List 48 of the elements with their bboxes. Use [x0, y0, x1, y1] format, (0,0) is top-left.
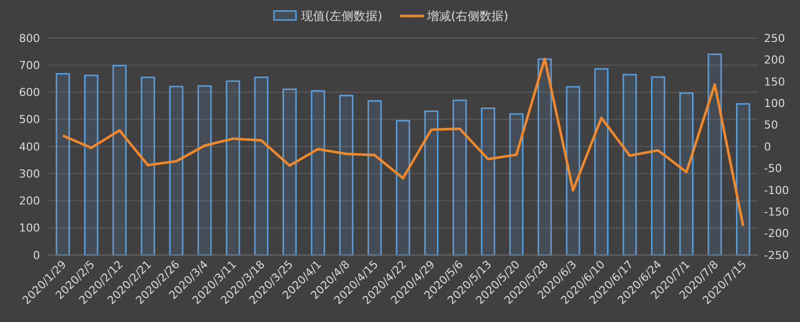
bar	[650, 76, 666, 256]
y-tick-label: 800	[19, 32, 40, 45]
y-tick-label: 400	[19, 140, 40, 154]
legend-label: 现值(左侧数据)	[301, 9, 382, 24]
bar	[538, 58, 552, 256]
y2-tick-label: -100	[764, 184, 789, 197]
y-tick-label: 500	[19, 113, 40, 126]
bar	[509, 113, 524, 256]
y-tick-label: 300	[19, 167, 40, 180]
y-tick-label: 700	[19, 58, 40, 72]
y2-tick-label: -150	[764, 205, 789, 218]
bar	[452, 100, 467, 256]
y2-tick-label: 200	[764, 54, 785, 67]
y2-tick-label: 50	[764, 118, 778, 132]
y2-tick-label: -50	[764, 162, 782, 176]
bar	[368, 100, 382, 256]
y2-tick-label: -200	[764, 227, 789, 240]
y2-tick-label: 0	[764, 140, 771, 154]
bar	[480, 108, 496, 256]
y-tick-label: 100	[19, 222, 40, 235]
bar	[84, 74, 98, 256]
bar	[424, 110, 438, 256]
bar	[112, 64, 127, 256]
bar	[566, 86, 580, 256]
y-tick-label: 200	[19, 194, 40, 208]
bar	[254, 76, 268, 256]
bar	[396, 120, 410, 256]
bar	[197, 85, 212, 256]
bar	[339, 94, 354, 256]
bar	[140, 76, 156, 256]
y-tick-label: 0	[33, 248, 40, 262]
bar	[679, 92, 694, 256]
bar	[56, 73, 70, 256]
bar	[622, 74, 637, 256]
line-series	[62, 58, 744, 228]
y2-tick-label: 150	[764, 75, 785, 88]
y2-tick-label: 250	[764, 32, 785, 45]
bar	[169, 86, 184, 256]
bar	[736, 103, 750, 256]
y2-tick-label: -250	[764, 248, 789, 262]
y-tick-label: 600	[19, 86, 40, 100]
bar	[310, 90, 326, 256]
bar	[708, 54, 722, 256]
y2-tick-label: 100	[764, 96, 785, 110]
bar	[594, 68, 609, 256]
bar	[226, 80, 240, 256]
bar	[282, 88, 297, 256]
legend-label: 增减(右侧数据)	[426, 9, 508, 24]
